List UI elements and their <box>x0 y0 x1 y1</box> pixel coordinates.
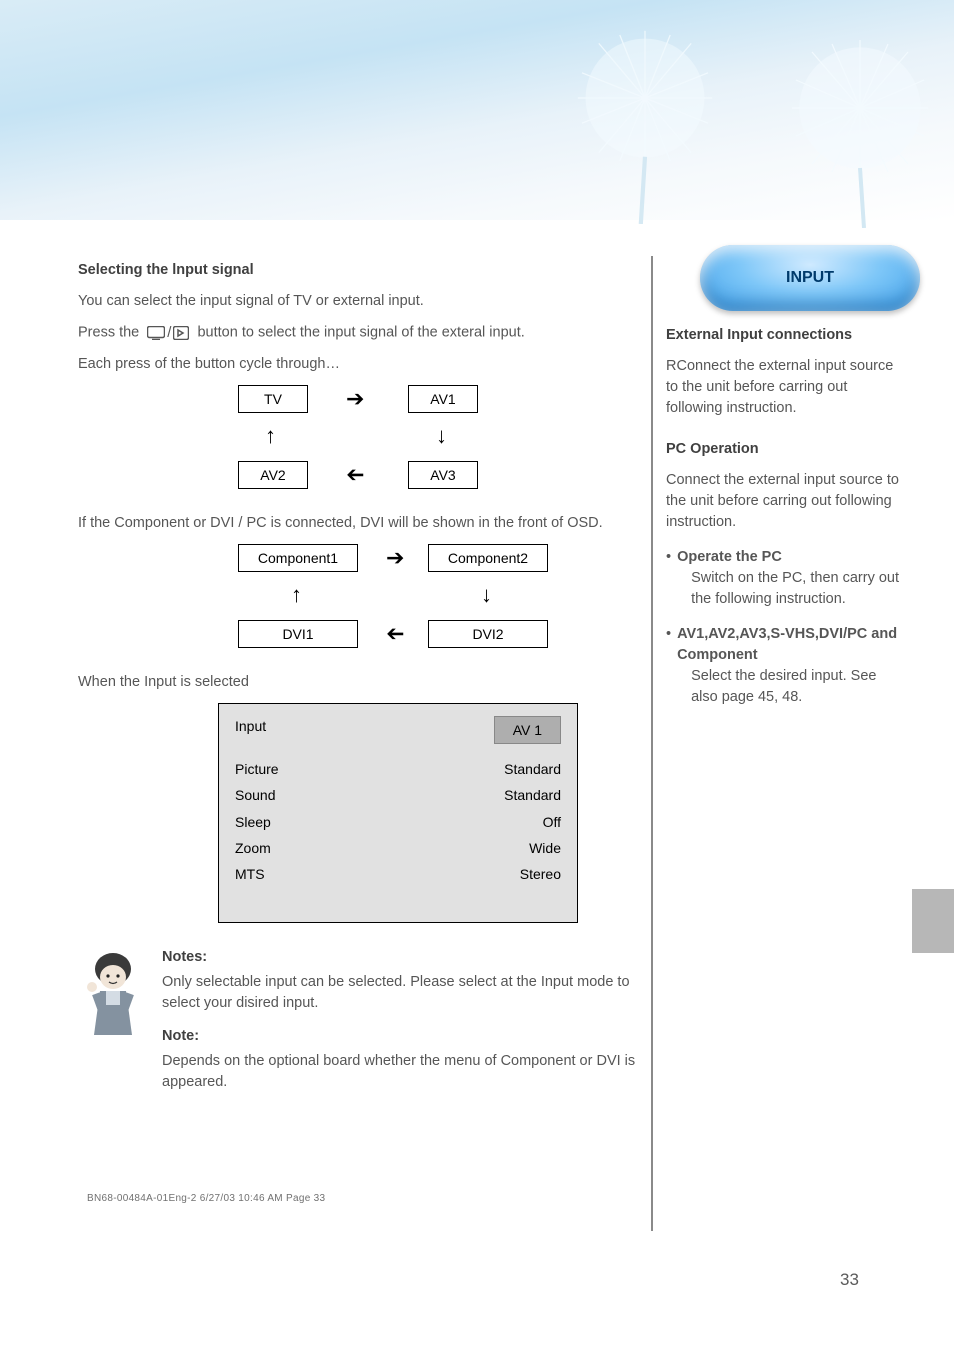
cycle1-av3: AV3 <box>408 461 478 489</box>
note2-text: Depends on the optional board whether th… <box>162 1051 638 1093</box>
notes-heading: Notes: <box>162 947 638 968</box>
page-number: 33 <box>840 1270 859 1290</box>
side-heading-2: PC Operation <box>666 439 906 460</box>
arrow-up-icon: ↑ <box>265 425 276 447</box>
osd-sound-label: Sound <box>235 785 275 805</box>
cycle1-av2: AV2 <box>238 461 308 489</box>
osd-mts-label: MTS <box>235 864 265 884</box>
osd-zoom-value: Wide <box>529 838 561 858</box>
cycle2-comp1: Component1 <box>238 544 358 572</box>
arrow-right-icon: ➔ <box>386 547 404 569</box>
intro-line-2b: button to select the input signal of the… <box>197 325 524 341</box>
side-bullet-2: • AV1,AV2,AV3,S-VHS,DVI/PC and Component… <box>666 624 906 708</box>
osd-zoom-label: Zoom <box>235 838 271 858</box>
side-text-1: RConnect the external input source to th… <box>666 356 906 419</box>
note2-heading: Note: <box>162 1026 638 1047</box>
cycle1-tv: TV <box>238 385 308 413</box>
intro-line-4: If the Component or DVI / PC is connecte… <box>78 513 638 534</box>
arrow-down-icon: ↓ <box>481 584 492 606</box>
input-cycle-2: Component1 Component2 DVI2 DVI1 ➔ ↓ ➔ ↑ <box>238 544 568 654</box>
arrow-left-icon: ➔ <box>386 623 404 645</box>
side-bullet-1-body: Switch on the PC, then carry out the fol… <box>691 568 906 610</box>
cycle2-comp2: Component2 <box>428 544 548 572</box>
cycle2-dvi2: DVI2 <box>428 620 548 648</box>
arrow-left-icon: ➔ <box>346 464 364 486</box>
osd-sleep-value: Off <box>543 812 561 832</box>
intro-line-1: You can select the input signal of TV or… <box>78 291 638 312</box>
side-text-2: Connect the external input source to the… <box>666 470 906 533</box>
intro-line-2a: Press the <box>78 325 143 341</box>
side-bullet-1-title: Operate the PC <box>677 547 906 568</box>
osd-preview: Input AV 1 Picture Standard Sound Standard… <box>218 703 578 923</box>
notes-text-1: Only selectable input can be selected. P… <box>162 972 638 1014</box>
dandelion-decoration-left <box>540 14 750 224</box>
main-content: Selecting the lnput signal You can selec… <box>78 260 638 1103</box>
section-pill: INPUT <box>700 245 920 311</box>
osd-mts-value: Stereo <box>520 864 561 884</box>
note-block-1: Notes: Only selectable input can be sele… <box>78 947 638 1103</box>
arrow-up-icon: ↑ <box>291 584 302 606</box>
side-column: External Input connections RConnect the … <box>666 325 906 708</box>
osd-input-label: Input <box>235 716 266 744</box>
tv-input-icon: / <box>147 322 189 344</box>
when-selected: When the Input is selected <box>78 672 638 693</box>
assembly-line-note: BN68-00484A-01Eng-2 6/27/03 10:46 AM Pag… <box>87 1193 325 1204</box>
main-heading: Selecting the lnput signal <box>78 260 638 281</box>
intro-line-3: Each press of the button cycle through… <box>78 354 638 375</box>
cycle1-av1: AV1 <box>408 385 478 413</box>
arrow-down-icon: ↓ <box>436 425 447 447</box>
intro-line-2: Press the / button to select the input s… <box>78 322 638 344</box>
side-bullet-2-title: AV1,AV2,AV3,S-VHS,DVI/PC and Component <box>677 624 906 666</box>
pill-label: INPUT <box>786 269 834 287</box>
page-edge-tab <box>912 889 954 953</box>
input-cycle-1: TV AV1 AV3 AV2 ➔ ↓ ➔ ↑ <box>238 385 518 495</box>
arrow-right-icon: ➔ <box>346 388 364 410</box>
osd-picture-value: Standard <box>504 759 561 779</box>
osd-input-value: AV 1 <box>494 716 561 744</box>
bullet-icon: • <box>666 547 671 610</box>
osd-sleep-label: Sleep <box>235 812 271 832</box>
side-bullet-2-body: Select the desired input. See also page … <box>691 666 906 708</box>
side-heading-1: External Input connections <box>666 325 906 346</box>
side-bullet-1: • Operate the PC Switch on the PC, then … <box>666 547 906 610</box>
child-illustration-icon <box>78 947 148 1054</box>
osd-picture-label: Picture <box>235 759 279 779</box>
bullet-icon: • <box>666 624 671 708</box>
osd-sound-value: Standard <box>504 785 561 805</box>
dandelion-decoration-right <box>760 28 954 228</box>
cycle2-dvi1: DVI1 <box>238 620 358 648</box>
column-divider <box>651 256 653 1231</box>
